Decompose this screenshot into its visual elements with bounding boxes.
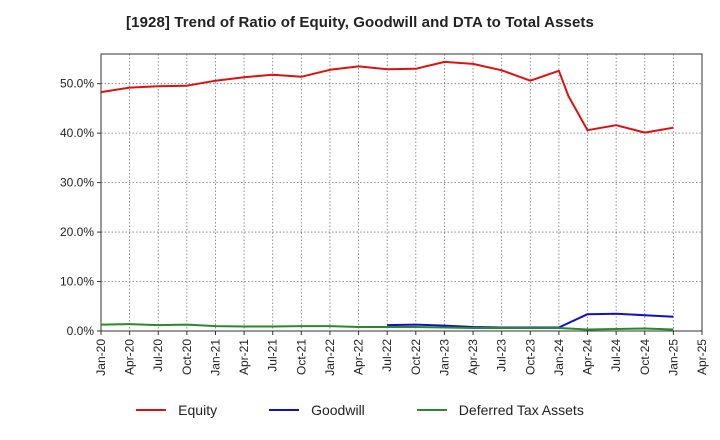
x-tick-label: Apr-24 bbox=[581, 339, 595, 375]
legend-swatch-dta bbox=[416, 409, 447, 411]
legend-swatch-equity bbox=[136, 409, 167, 411]
x-tick-label: Apr-23 bbox=[466, 339, 480, 375]
x-tick-label: Jan-24 bbox=[552, 339, 566, 376]
legend-item-dta: Deferred Tax Assets bbox=[416, 402, 584, 418]
legend: Equity Goodwill Deferred Tax Assets bbox=[0, 402, 720, 418]
x-tick-label: Oct-24 bbox=[638, 339, 652, 375]
x-tick-label: Apr-20 bbox=[123, 339, 137, 375]
x-tick-label: Apr-25 bbox=[695, 339, 709, 375]
y-tick-label: 30.0% bbox=[60, 176, 94, 190]
legend-label-equity: Equity bbox=[178, 402, 218, 418]
x-tick-label: Jul-24 bbox=[609, 339, 623, 372]
y-tick-label: 40.0% bbox=[60, 126, 94, 140]
x-tick-label: Jul-20 bbox=[151, 339, 165, 372]
x-tick-label: Jan-23 bbox=[437, 339, 451, 376]
plot-frame bbox=[100, 53, 703, 332]
x-tick-label: Jan-25 bbox=[666, 339, 680, 376]
legend-swatch-goodwill bbox=[269, 409, 300, 411]
x-tick-label: Jul-22 bbox=[380, 339, 394, 372]
x-tick-label: Jul-21 bbox=[266, 339, 280, 372]
chart-title: [1928] Trend of Ratio of Equity, Goodwil… bbox=[126, 14, 594, 31]
x-tick-label: Jan-20 bbox=[94, 339, 108, 376]
series-line-equity bbox=[100, 60, 674, 134]
legend-item-goodwill: Goodwill bbox=[269, 402, 365, 418]
plot-area bbox=[101, 54, 702, 331]
y-tick-label: 0.0% bbox=[67, 324, 95, 338]
series-line-deferred-tax-assets bbox=[100, 323, 674, 331]
legend-label-dta: Deferred Tax Assets bbox=[458, 402, 584, 418]
x-tick-label: Apr-22 bbox=[352, 339, 366, 375]
legend-item-equity: Equity bbox=[136, 402, 217, 418]
y-tick-label: 50.0% bbox=[60, 77, 94, 91]
x-tick-label: Oct-23 bbox=[523, 339, 537, 375]
x-tick-label: Jan-21 bbox=[208, 339, 222, 376]
y-tick-label: 20.0% bbox=[60, 225, 94, 239]
x-tick-label: Oct-20 bbox=[180, 339, 194, 375]
y-tick-label: 10.0% bbox=[60, 275, 94, 289]
x-tick-label: Jan-22 bbox=[323, 339, 337, 376]
legend-label-goodwill: Goodwill bbox=[311, 402, 365, 418]
x-tick-label: Oct-22 bbox=[409, 339, 423, 375]
x-tick-label: Oct-21 bbox=[294, 339, 308, 375]
x-tick-label: Apr-21 bbox=[237, 339, 251, 375]
x-tick-label: Jul-23 bbox=[495, 339, 509, 372]
